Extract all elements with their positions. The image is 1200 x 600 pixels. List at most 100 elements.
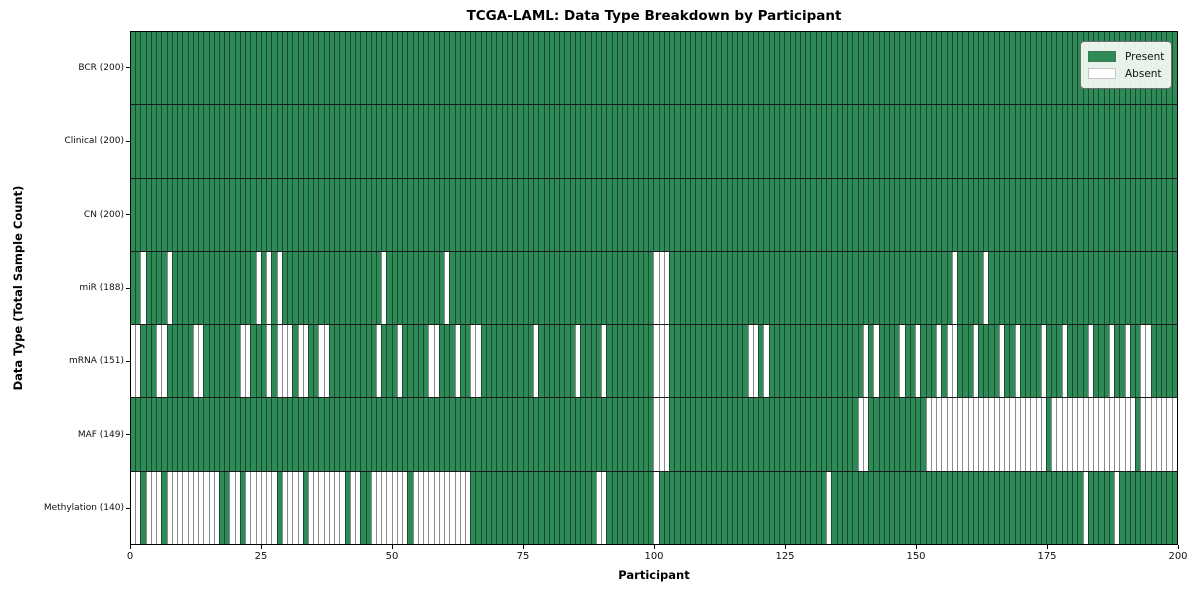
cell [1129, 178, 1135, 251]
cell [752, 398, 759, 471]
cell [857, 32, 863, 105]
cell [339, 178, 345, 251]
cell [239, 32, 246, 105]
cell [663, 471, 670, 544]
cell [611, 251, 617, 325]
cell [302, 325, 308, 398]
cell [742, 32, 748, 105]
cell [203, 32, 209, 105]
cell [957, 105, 963, 178]
legend-entry-present: Present [1088, 48, 1164, 65]
cell [161, 251, 167, 325]
cell [663, 325, 670, 398]
cell [1129, 325, 1135, 398]
cell [391, 32, 397, 105]
cell [868, 105, 874, 178]
x-tick-mark [523, 545, 524, 549]
cell [847, 105, 853, 178]
cell [553, 32, 560, 105]
x-tick-mark [1178, 545, 1179, 549]
cell [522, 398, 528, 471]
cell [700, 471, 706, 544]
cell [339, 32, 345, 105]
cell [512, 105, 518, 178]
cell [203, 105, 209, 178]
cell [601, 32, 607, 105]
cell [1124, 325, 1130, 398]
cell [841, 325, 848, 398]
cell [642, 471, 649, 544]
cell [376, 471, 382, 544]
cell [1004, 325, 1010, 398]
cell [213, 251, 219, 325]
cell [1171, 178, 1177, 251]
cell [470, 251, 476, 325]
y-tick-label: Methylation (140) [43, 503, 124, 514]
cell [276, 105, 282, 178]
plot-area [130, 31, 1178, 545]
cell [951, 398, 958, 471]
cell [255, 32, 261, 105]
cell [381, 251, 387, 325]
cell [737, 398, 743, 471]
cell [1046, 251, 1052, 325]
cell [313, 251, 319, 325]
cell [459, 471, 465, 544]
cell [224, 398, 230, 471]
cell [904, 251, 910, 325]
cell [449, 32, 455, 105]
cell [1145, 251, 1151, 325]
cell [915, 178, 921, 251]
cell [606, 178, 612, 251]
cell [658, 105, 664, 178]
cell [161, 32, 167, 105]
cell [993, 105, 999, 178]
cell [250, 178, 256, 251]
cell [344, 398, 350, 471]
cell [936, 105, 942, 178]
cell [820, 398, 827, 471]
cell [622, 325, 628, 398]
cell [852, 471, 858, 544]
cell [737, 471, 743, 544]
cell [1025, 325, 1031, 398]
cell [187, 251, 193, 325]
x-tick-label: 200 [1168, 551, 1188, 562]
cell [700, 105, 706, 178]
cell [1166, 398, 1172, 471]
cell [637, 471, 643, 544]
cell [485, 105, 492, 178]
cell [564, 105, 570, 178]
cell [171, 471, 178, 544]
cell [695, 325, 701, 398]
cell [433, 398, 439, 471]
cell [496, 325, 502, 398]
cell [773, 32, 780, 105]
cell [255, 178, 261, 251]
cell [862, 32, 869, 105]
cell [658, 325, 664, 398]
cell [302, 398, 308, 471]
cell [998, 398, 1005, 471]
cell [716, 471, 722, 544]
legend-label: Absent [1125, 67, 1162, 80]
x-tick-mark [916, 545, 917, 549]
cell [213, 471, 219, 544]
cell [553, 325, 560, 398]
cell [517, 105, 523, 178]
cell [281, 325, 288, 398]
cell [433, 105, 439, 178]
cell [501, 398, 507, 471]
cell [669, 325, 675, 398]
cell [946, 471, 952, 544]
cell [234, 471, 240, 544]
cell [904, 105, 910, 178]
cell [438, 471, 445, 544]
cell [930, 251, 937, 325]
cell [297, 105, 303, 178]
cell [266, 251, 272, 325]
cell [648, 471, 654, 544]
cell [166, 398, 172, 471]
cell [239, 178, 246, 251]
cell [569, 398, 575, 471]
